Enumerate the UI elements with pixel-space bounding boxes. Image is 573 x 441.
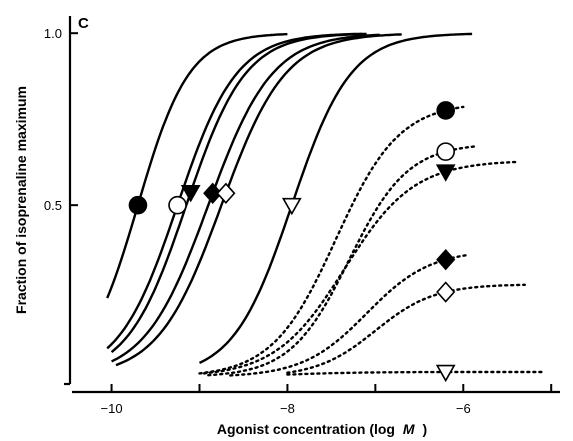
- series-line-7: [198, 105, 465, 375]
- x-axis-title: Agonist concentration (log M ): [217, 421, 427, 437]
- series-line-8: [207, 145, 478, 377]
- x-ticks: −10 −8 −6: [101, 384, 553, 416]
- series-line-9: [202, 160, 518, 375]
- data-point-filled-circle: [128, 195, 148, 215]
- x-axis-title-unit: M: [403, 421, 415, 437]
- series-line-3: [110, 32, 367, 354]
- x-tick-label: −8: [280, 401, 295, 416]
- series-line-4: [111, 33, 380, 363]
- data-point-filled-diamond: [436, 248, 456, 271]
- data-point-filled-diamond: [203, 182, 223, 204]
- y-axis-title: Fraction of isoprenaline maximum: [13, 86, 29, 314]
- axes: [64, 16, 560, 394]
- data-point-filled-triangle: [180, 185, 201, 203]
- series-line-6: [198, 32, 473, 364]
- y-ticks: 0.5 1.0: [44, 26, 78, 213]
- data-point-filled-circle: [436, 101, 455, 120]
- series-line-5: [115, 33, 402, 367]
- series-line-1: [106, 33, 288, 299]
- x-axis-title-text: Agonist concentration (log: [217, 421, 395, 437]
- x-tick-label: −10: [101, 401, 123, 416]
- panel-label: C: [78, 15, 89, 32]
- data-point-open-circle: [168, 195, 187, 215]
- y-tick-label: 0.5: [44, 198, 62, 213]
- x-axis-title-close: ): [422, 421, 427, 437]
- data-point-open-diamond: [216, 182, 236, 204]
- data-point-open-triangle: [281, 197, 302, 216]
- series-line-12: [286, 370, 544, 376]
- data-point-filled-triangle: [435, 164, 456, 182]
- data-point-open-diamond: [436, 281, 456, 303]
- markers: [128, 101, 456, 383]
- data-point-open-circle: [436, 142, 455, 161]
- y-tick-label: 1.0: [44, 26, 62, 41]
- x-tick-label: −6: [456, 401, 471, 416]
- series-line-11: [286, 283, 526, 374]
- series-line-10: [229, 253, 469, 377]
- data-point-open-triangle: [435, 364, 456, 383]
